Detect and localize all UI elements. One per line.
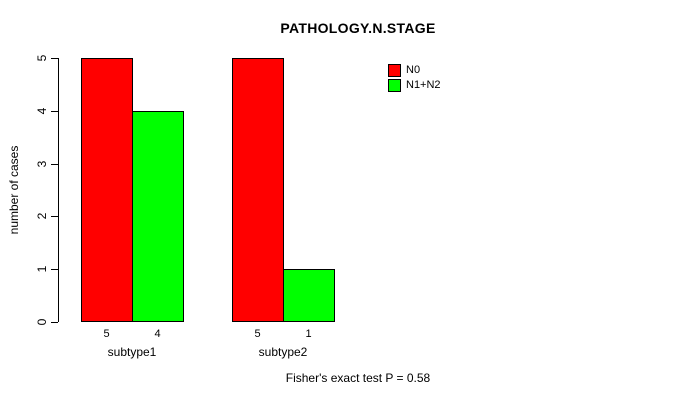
- bar-value-label: 4: [154, 328, 161, 340]
- y-tick-mark: [51, 269, 58, 271]
- y-tick-label: 5: [35, 54, 49, 62]
- legend: N0 N1+N2: [388, 63, 441, 93]
- legend-color-swatch: [388, 78, 401, 92]
- bar-n1n2-subtype1: [132, 110, 184, 322]
- category-label-subtype1: subtype1: [107, 345, 157, 359]
- bar-value-label: 5: [103, 328, 110, 340]
- y-tick-mark: [51, 58, 58, 59]
- legend-color-swatch: [388, 63, 401, 77]
- y-tick-label: 3: [35, 160, 49, 167]
- category-label-subtype2: subtype2: [258, 345, 308, 359]
- bar-n0-subtype1: [81, 58, 133, 322]
- chart-title: PATHOLOGY.N.STAGE: [280, 20, 436, 36]
- y-tick-label: 4: [35, 107, 49, 115]
- y-tick-mark: [51, 216, 58, 218]
- legend-item: N1+N2: [388, 78, 441, 92]
- annotation-text: Fisher's exact test P = 0.58: [285, 371, 431, 385]
- y-tick-label: 1: [35, 265, 49, 273]
- bar-value-label: 1: [305, 328, 312, 340]
- bar-n1n2-subtype2: [283, 269, 335, 322]
- legend-item-label: N1+N2: [406, 79, 441, 91]
- y-tick-mark: [51, 322, 58, 323]
- y-tick-label: 0: [35, 318, 49, 326]
- bar-value-label: 5: [254, 328, 261, 340]
- y-tick-mark: [51, 163, 58, 165]
- y-tick-mark: [51, 110, 58, 112]
- y-axis-label: number of cases: [7, 145, 21, 235]
- legend-item-label: N0: [406, 64, 421, 76]
- legend-item: N0: [388, 63, 441, 77]
- y-axis-line: [58, 58, 59, 322]
- y-tick-label: 2: [35, 213, 49, 220]
- bar-n0-subtype2: [232, 58, 284, 322]
